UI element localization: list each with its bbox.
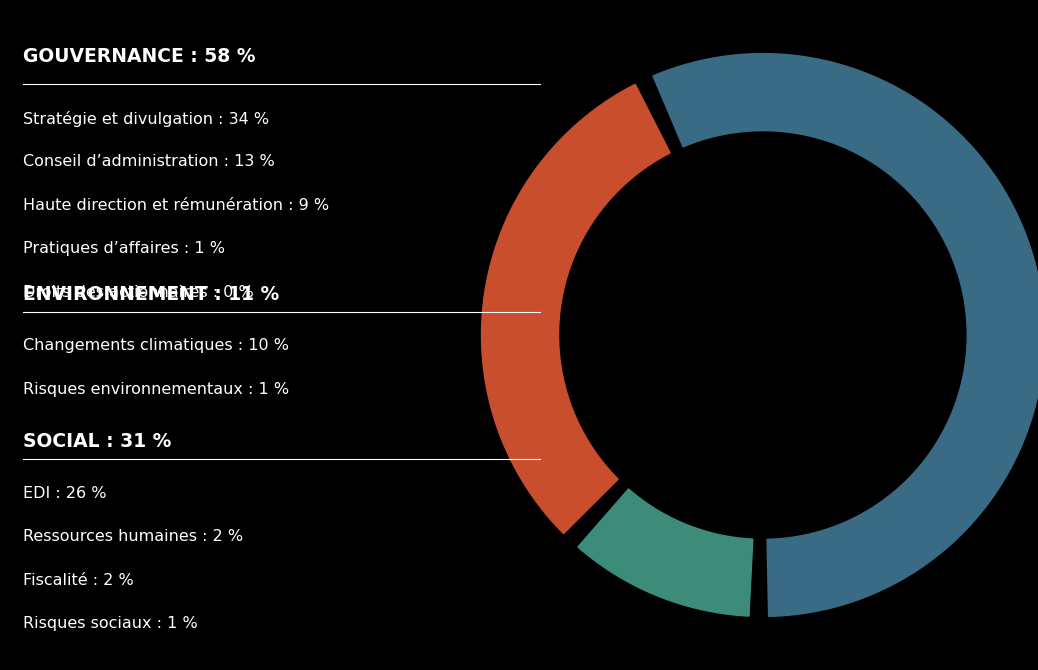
Text: EDI : 26 %: EDI : 26 % <box>23 486 106 500</box>
Text: GOUVERNANCE : 58 %: GOUVERNANCE : 58 % <box>23 47 255 66</box>
Text: Stratégie et divulgation : 34 %: Stratégie et divulgation : 34 % <box>23 111 269 127</box>
Polygon shape <box>653 54 1038 616</box>
Polygon shape <box>578 489 753 616</box>
Text: Risques sociaux : 1 %: Risques sociaux : 1 % <box>23 616 197 631</box>
Text: Pratiques d’affaires : 1 %: Pratiques d’affaires : 1 % <box>23 241 225 256</box>
Text: Fiscalité : 2 %: Fiscalité : 2 % <box>23 573 134 588</box>
Text: Droits des actionnaires : 0 %: Droits des actionnaires : 0 % <box>23 285 253 299</box>
Text: Risques environnementaux : 1 %: Risques environnementaux : 1 % <box>23 382 289 397</box>
Text: Ressources humaines : 2 %: Ressources humaines : 2 % <box>23 529 243 544</box>
Text: Haute direction et rémunération : 9 %: Haute direction et rémunération : 9 % <box>23 198 329 212</box>
Polygon shape <box>482 84 671 533</box>
Text: Changements climatiques : 10 %: Changements climatiques : 10 % <box>23 338 289 353</box>
Text: Conseil d’administration : 13 %: Conseil d’administration : 13 % <box>23 154 275 169</box>
Text: SOCIAL : 31 %: SOCIAL : 31 % <box>23 432 171 451</box>
Text: ENVIRONNEMENT : 11 %: ENVIRONNEMENT : 11 % <box>23 285 279 304</box>
